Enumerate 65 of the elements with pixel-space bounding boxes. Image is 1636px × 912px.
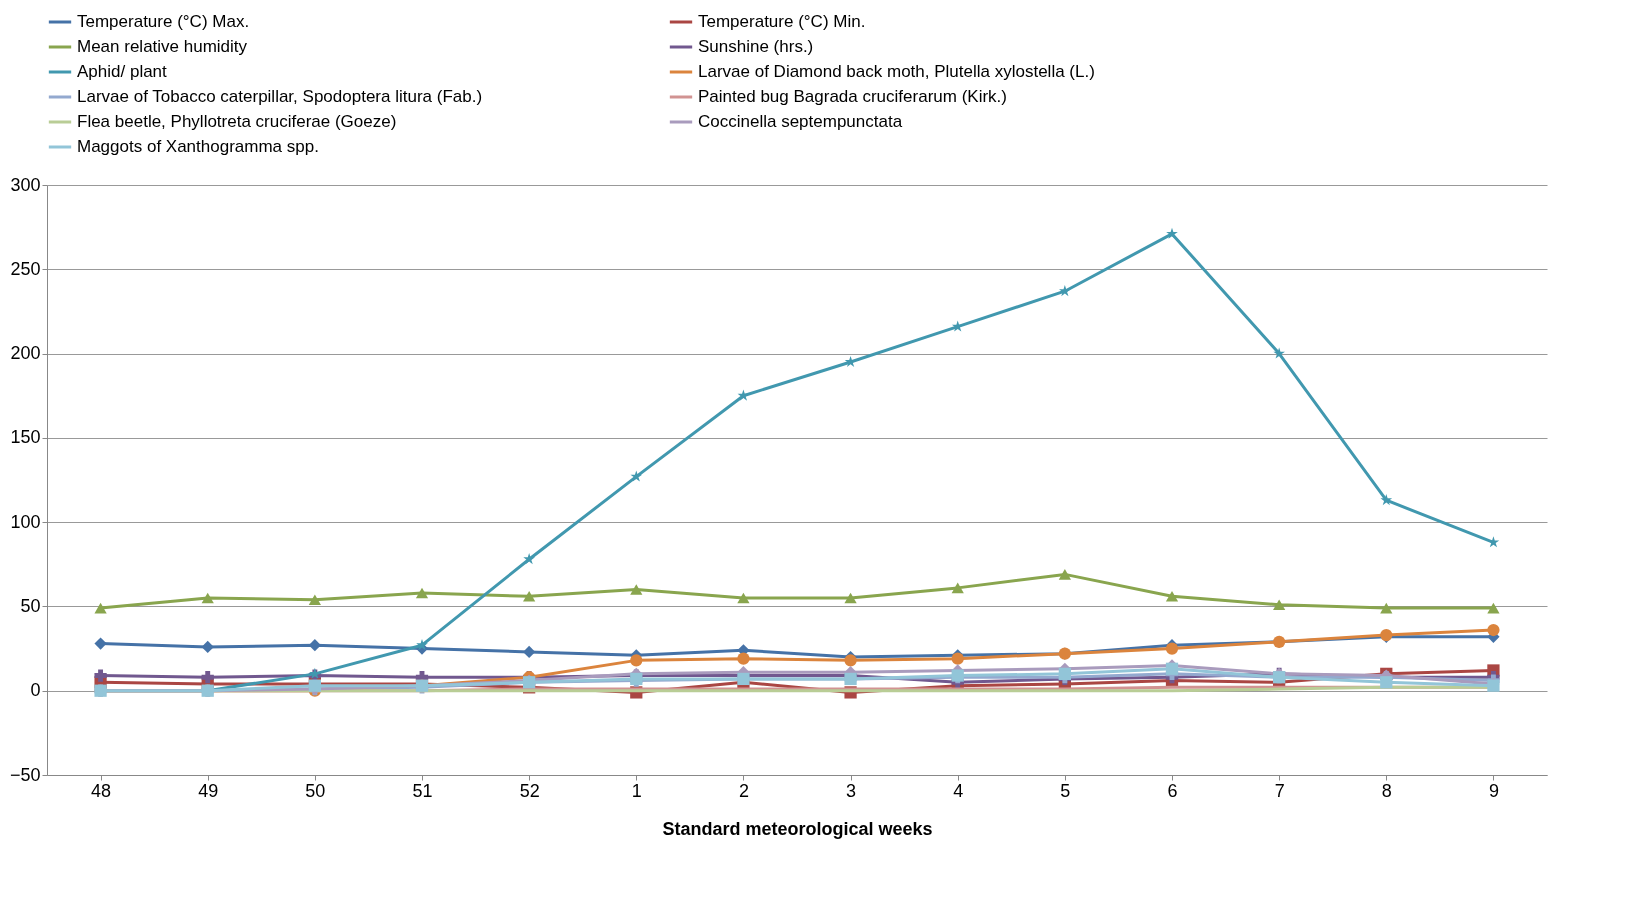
point [1058,667,1071,680]
x-tick-label: 48 [91,780,112,801]
point [523,645,536,659]
legend-label: Temperature (°C) Max. [77,12,250,31]
point [737,592,750,604]
x-tick-label: 2 [738,780,749,801]
legend-label: Mean relative humidity [77,37,248,56]
point [630,584,643,595]
x-axis-title: Standard meteorological weeks [662,818,933,839]
x-tick-label: 8 [1381,780,1392,801]
x-tick-label: 5 [1060,780,1071,801]
point [844,592,857,604]
point [308,594,321,605]
point [844,654,857,667]
legend-label: Maggots of Xanthogramma spp. [77,137,319,156]
y-tick-label: −50 [9,764,41,785]
point [1380,602,1393,614]
point [94,669,107,682]
y-tick-label: 250 [10,258,41,279]
point [1273,599,1286,611]
legend-label: Painted bug Bagrada cruciferarum (Kirk.) [698,87,1007,106]
x-tick-label: 9 [1488,780,1499,801]
point [523,591,536,602]
y-tick-label: 200 [10,343,41,364]
point [1380,676,1393,689]
x-tick-label: 51 [412,780,433,801]
legend-label: Aphid/ plant [77,62,168,81]
legend-label: Larvae of Tobacco caterpillar, Spodoptera litura (Fab.) [77,87,483,106]
x-tick-label: 6 [1167,780,1178,801]
x-tick-label: 49 [198,780,219,801]
point [94,602,107,614]
legend-label: Temperature (°C) Min. [698,12,866,31]
y-tick-label: 50 [20,595,41,616]
legend-label: Flea beetle, Phyllotreta cruciferae (Goeze) [77,112,397,131]
point [1058,569,1071,580]
legend-label: Coccinella septempunctata [698,112,903,131]
y-tick-label: 0 [30,680,41,701]
point [1166,227,1178,239]
point [201,640,214,654]
x-tick-label: 52 [519,780,540,801]
x-tick-label: 50 [305,780,326,801]
point [415,587,429,599]
point [1059,285,1071,297]
point [1487,623,1500,637]
point [951,582,964,594]
y-tick-label: 300 [10,174,41,195]
y-tick-label: 150 [10,427,41,448]
legend-label: Larvae of Diamond back moth, Plutella xylostella (L.) [698,62,1095,81]
point [737,652,750,665]
point [201,592,214,604]
x-tick-label: 1 [631,780,642,801]
legend-label: Sunshine (hrs.) [698,37,814,56]
point [1487,602,1500,614]
x-tick-label: 7 [1274,780,1285,801]
y-tick-label: 100 [10,511,41,532]
point [1380,494,1393,506]
point [201,671,214,684]
point [416,639,428,651]
point [630,470,643,482]
point [523,553,535,565]
point [94,637,107,650]
point [1165,591,1179,602]
x-tick-label: 3 [846,780,857,801]
point [630,654,643,667]
x-tick-label: 4 [953,780,964,801]
